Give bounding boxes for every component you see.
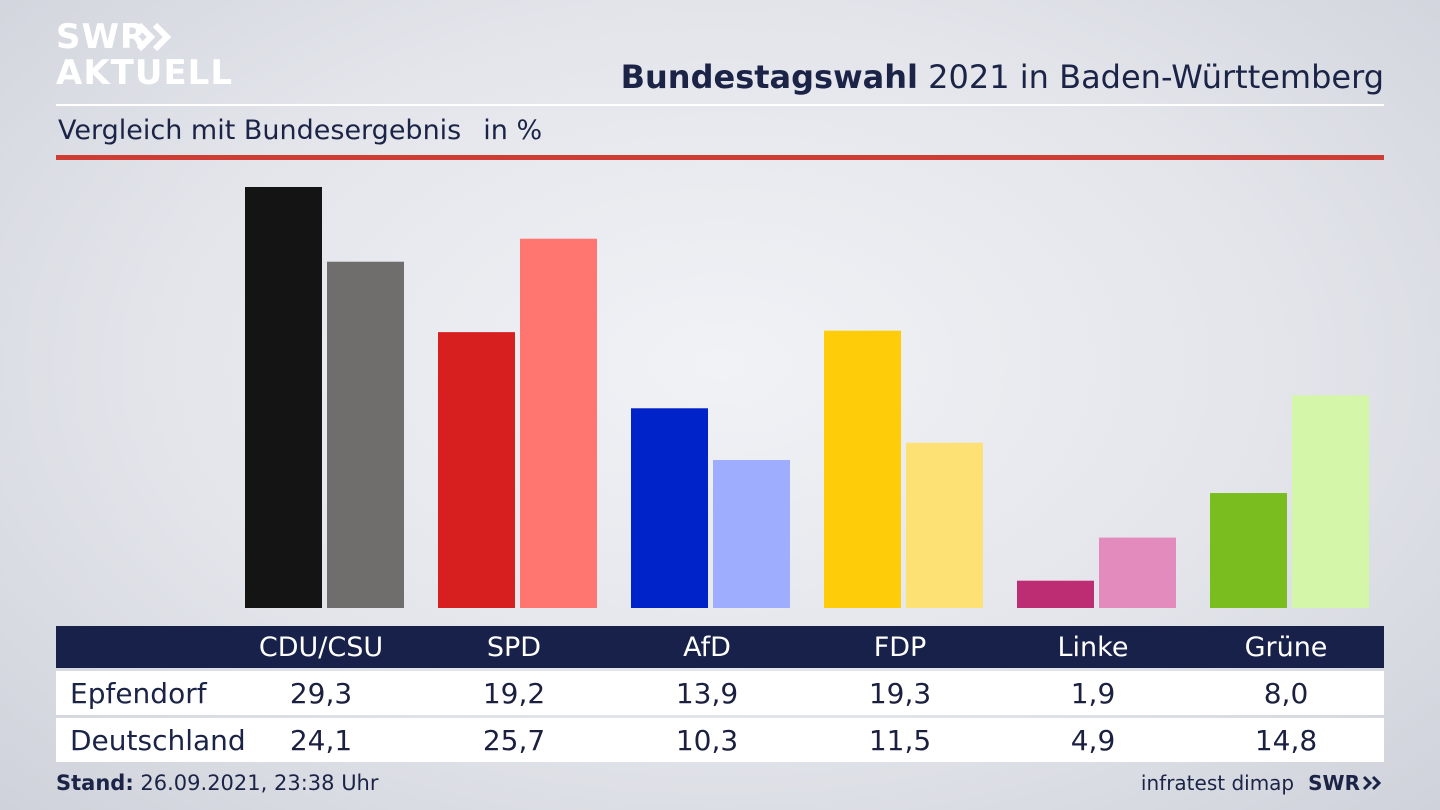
subtitle-unit: in % — [483, 115, 543, 146]
value-cell: 19,3 — [868, 676, 932, 710]
column-header: Grüne — [1244, 631, 1328, 663]
table-row: Deutschland 24,1 25,7 10,3 11,5 4,9 14,8 — [56, 718, 1384, 762]
row-label: Epfendorf — [70, 676, 207, 710]
title-rest: 2021 in Baden-Württemberg — [928, 58, 1384, 96]
bar-cducsu-deutschland — [327, 261, 404, 608]
bar-afd-deutschland — [713, 460, 790, 608]
double-chevron-icon — [1362, 775, 1382, 791]
value-cell: 10,3 — [675, 723, 739, 757]
column-header: FDP — [873, 631, 927, 663]
value-cell: 24,1 — [289, 723, 353, 757]
title-divider — [56, 104, 1384, 106]
bar-fdp-deutschland — [906, 442, 983, 608]
logo-line-2: AKTUELL — [56, 53, 234, 93]
source-text: infratest dimap — [1140, 771, 1295, 795]
value-cell: 4,9 — [1070, 723, 1116, 757]
table-header: CDU/CSU SPD AfD FDP Linke Grüne — [56, 626, 1384, 668]
bar-linke-epfendorf — [1017, 580, 1094, 608]
table-row: Epfendorf 29,3 19,2 13,9 19,3 1,9 8,0 — [56, 671, 1384, 715]
accent-divider — [56, 155, 1384, 160]
column-header: AfD — [683, 631, 731, 663]
bar-chart — [245, 187, 1369, 608]
stand-value: 26.09.2021, 23:38 Uhr — [140, 771, 379, 795]
value-cell: 11,5 — [868, 723, 932, 757]
bar-fdp-epfendorf — [824, 330, 901, 608]
subtitle: Vergleich mit Bundesergebnis in % — [58, 115, 542, 146]
source-credit: infratest dimap SWR — [1141, 771, 1384, 795]
value-cell: 13,9 — [675, 676, 739, 710]
column-header: SPD — [486, 631, 542, 663]
swr-small-logo: SWR — [1308, 771, 1384, 795]
bar-linke-deutschland — [1099, 537, 1176, 608]
row-label: Deutschland — [70, 723, 246, 757]
bar-afd-epfendorf — [631, 408, 708, 608]
value-cell: 14,8 — [1254, 723, 1318, 757]
results-table: CDU/CSU SPD AfD FDP Linke Grüne Epfendorf 29,… — [56, 626, 1384, 762]
value-cell: 29,3 — [289, 676, 353, 710]
page-title: Bundestagswahl 2021 in Baden-Württemberg — [621, 58, 1384, 96]
value-cell: 8,0 — [1263, 676, 1309, 710]
value-cell: 1,9 — [1070, 676, 1116, 710]
logo-line-1: SWR — [56, 17, 148, 57]
stand-label: Stand: — [56, 771, 134, 795]
timestamp: Stand: 26.09.2021, 23:38 Uhr — [56, 771, 379, 795]
value-cell: 25,7 — [482, 723, 546, 757]
column-header: CDU/CSU — [258, 631, 384, 663]
bar-grne-deutschland — [1292, 395, 1369, 608]
subtitle-text: Vergleich mit Bundesergebnis — [58, 115, 462, 146]
bar-spd-deutschland — [520, 238, 597, 608]
title-bold: Bundestagswahl — [620, 58, 918, 96]
column-header: Linke — [1057, 631, 1129, 663]
bar-grne-epfendorf — [1210, 493, 1287, 608]
swr-small-text: SWR — [1308, 771, 1360, 795]
value-cell: 19,2 — [482, 676, 546, 710]
bar-spd-epfendorf — [438, 332, 515, 608]
bar-cducsu-epfendorf — [245, 187, 322, 608]
double-chevron-icon — [136, 22, 172, 52]
swr-aktuell-logo: SWR AKTUELL — [56, 17, 232, 92]
